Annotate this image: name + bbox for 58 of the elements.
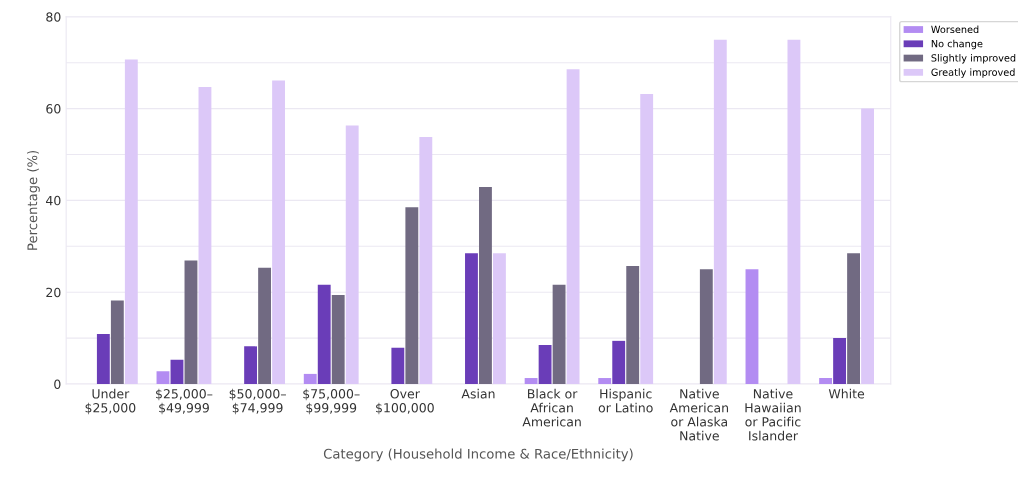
x-tick-label: Under $25,000 (85, 388, 136, 415)
x-tick-label: White (828, 388, 865, 399)
legend-label: Slightly improved (931, 54, 1016, 64)
bar (258, 267, 272, 384)
bar (110, 300, 124, 384)
bar (405, 207, 419, 384)
bar (538, 344, 552, 384)
bar (272, 80, 286, 384)
bar (713, 39, 727, 384)
x-tick-label: Black or African American (522, 388, 581, 427)
bar (184, 260, 198, 384)
bar (598, 378, 612, 384)
bar (566, 69, 580, 384)
y-tick-label: 40 (46, 195, 61, 206)
bar (699, 269, 713, 384)
bar (170, 359, 184, 384)
y-tick-label: 20 (46, 287, 61, 298)
bar (391, 347, 405, 384)
bar (303, 373, 317, 384)
y-tick-label: 0 (54, 379, 61, 389)
bar (847, 253, 860, 384)
x-tick-label: Hispanic or Latino (598, 388, 653, 413)
bar (626, 266, 640, 384)
y-tick-label: 60 (46, 104, 61, 114)
bar (198, 87, 212, 384)
x-tick-label: $50,000– $74,999 (229, 388, 286, 415)
bar (493, 253, 506, 384)
bar (787, 39, 801, 384)
bar (345, 125, 359, 384)
y-axis-title: Percentage (%) (27, 150, 40, 250)
legend-label: Greatly improved (931, 68, 1015, 78)
legend-label: No change (931, 39, 983, 50)
bar (419, 137, 433, 384)
bar (124, 59, 138, 384)
x-tick-label: Asian (461, 388, 495, 399)
x-tick-label: Native American or Alaska Native (669, 388, 729, 441)
bar (317, 284, 331, 384)
bar (524, 378, 538, 384)
bar (861, 108, 874, 384)
bar (96, 333, 110, 384)
bar (479, 187, 492, 384)
bar (833, 338, 847, 384)
x-tick-label: $75,000– $99,999 (303, 388, 360, 415)
bar (465, 253, 478, 384)
x-axis-title: Category (Household Income & Race/Ethnicity) (323, 448, 633, 462)
bar (244, 346, 258, 384)
x-tick-label: Over $100,000 (376, 389, 434, 415)
x-tick-label: $25,000– $49,999 (156, 388, 213, 415)
bar (331, 294, 345, 384)
x-tick-label: Native Hawaiian or Pacific Islander (745, 388, 801, 441)
bar (552, 284, 566, 384)
bar (819, 378, 833, 384)
bar (612, 340, 626, 384)
bar (640, 93, 654, 384)
bar (745, 269, 759, 384)
legend-label: Worsened (931, 25, 979, 34)
y-tick-label: 80 (46, 12, 61, 22)
bar (156, 371, 170, 384)
